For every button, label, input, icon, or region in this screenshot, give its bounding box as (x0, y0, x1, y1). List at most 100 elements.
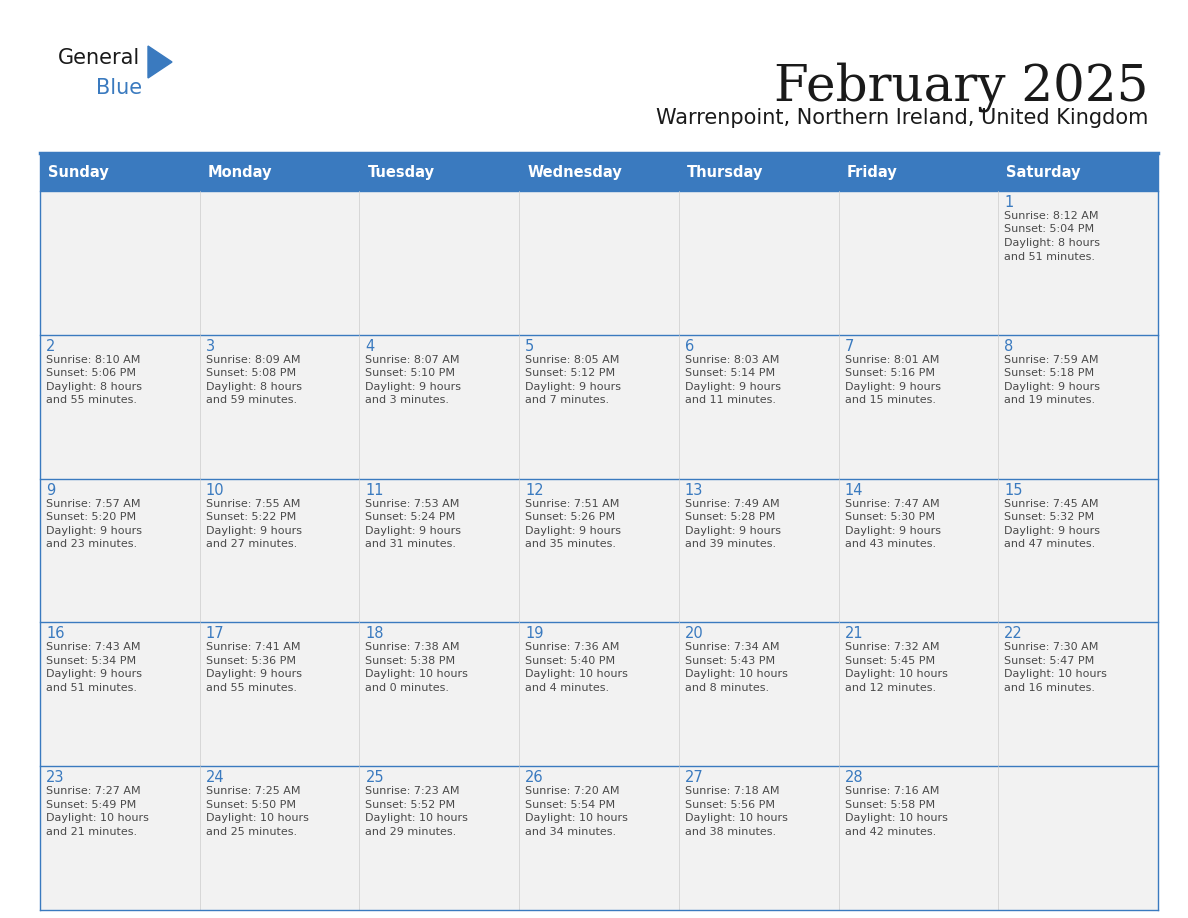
Text: and 8 minutes.: and 8 minutes. (684, 683, 769, 693)
Text: and 29 minutes.: and 29 minutes. (366, 827, 456, 836)
Text: Daylight: 8 hours: Daylight: 8 hours (1004, 238, 1100, 248)
Text: Daylight: 9 hours: Daylight: 9 hours (845, 382, 941, 392)
Text: Sunset: 5:49 PM: Sunset: 5:49 PM (46, 800, 137, 810)
Text: and 7 minutes.: and 7 minutes. (525, 396, 609, 406)
Text: and 0 minutes.: and 0 minutes. (366, 683, 449, 693)
Text: 27: 27 (684, 770, 703, 785)
Text: and 4 minutes.: and 4 minutes. (525, 683, 609, 693)
Text: Sunset: 5:50 PM: Sunset: 5:50 PM (206, 800, 296, 810)
Text: Sunrise: 8:07 AM: Sunrise: 8:07 AM (366, 354, 460, 364)
Text: and 11 minutes.: and 11 minutes. (684, 396, 776, 406)
Text: 3: 3 (206, 339, 215, 353)
Text: and 16 minutes.: and 16 minutes. (1004, 683, 1095, 693)
Text: Sunrise: 7:59 AM: Sunrise: 7:59 AM (1004, 354, 1099, 364)
Text: and 12 minutes.: and 12 minutes. (845, 683, 936, 693)
Bar (40, 478, 1158, 622)
Text: Sunset: 5:24 PM: Sunset: 5:24 PM (366, 512, 456, 522)
Bar (40, 191, 1158, 335)
Text: Sunrise: 7:53 AM: Sunrise: 7:53 AM (366, 498, 460, 509)
Text: Daylight: 9 hours: Daylight: 9 hours (46, 526, 143, 535)
Text: Sunset: 5:58 PM: Sunset: 5:58 PM (845, 800, 935, 810)
Text: Sunset: 5:43 PM: Sunset: 5:43 PM (684, 655, 775, 666)
Text: Sunrise: 7:18 AM: Sunrise: 7:18 AM (684, 786, 779, 796)
Text: Wednesday: Wednesday (527, 165, 621, 181)
Text: General: General (58, 48, 140, 68)
Bar (839, 155, 998, 191)
Text: Daylight: 9 hours: Daylight: 9 hours (206, 526, 302, 535)
Text: Sunset: 5:32 PM: Sunset: 5:32 PM (1004, 512, 1094, 522)
Text: Sunset: 5:20 PM: Sunset: 5:20 PM (46, 512, 137, 522)
Text: Daylight: 9 hours: Daylight: 9 hours (1004, 526, 1100, 535)
Text: Daylight: 9 hours: Daylight: 9 hours (525, 382, 621, 392)
Text: 22: 22 (1004, 626, 1023, 642)
Text: and 19 minutes.: and 19 minutes. (1004, 396, 1095, 406)
Text: 9: 9 (46, 483, 56, 498)
Text: Sunset: 5:18 PM: Sunset: 5:18 PM (1004, 368, 1094, 378)
Text: Sunrise: 7:23 AM: Sunrise: 7:23 AM (366, 786, 460, 796)
Text: and 31 minutes.: and 31 minutes. (366, 539, 456, 549)
Text: 17: 17 (206, 626, 225, 642)
Text: Daylight: 10 hours: Daylight: 10 hours (845, 669, 948, 679)
Text: Sunset: 5:38 PM: Sunset: 5:38 PM (366, 655, 455, 666)
Text: Sunrise: 7:34 AM: Sunrise: 7:34 AM (684, 643, 779, 653)
Text: and 55 minutes.: and 55 minutes. (206, 683, 297, 693)
Text: 25: 25 (366, 770, 384, 785)
Text: Friday: Friday (847, 165, 897, 181)
Bar (40, 622, 1158, 767)
Text: Sunrise: 7:43 AM: Sunrise: 7:43 AM (46, 643, 140, 653)
Text: Daylight: 9 hours: Daylight: 9 hours (684, 382, 781, 392)
Text: Sunset: 5:56 PM: Sunset: 5:56 PM (684, 800, 775, 810)
Text: 23: 23 (46, 770, 64, 785)
Bar (519, 155, 678, 191)
Text: Daylight: 10 hours: Daylight: 10 hours (845, 813, 948, 823)
Text: Daylight: 9 hours: Daylight: 9 hours (1004, 382, 1100, 392)
Text: Sunrise: 7:25 AM: Sunrise: 7:25 AM (206, 786, 301, 796)
Text: 24: 24 (206, 770, 225, 785)
Text: 4: 4 (366, 339, 374, 353)
Text: and 42 minutes.: and 42 minutes. (845, 827, 936, 836)
Bar (200, 155, 360, 191)
Text: Sunrise: 8:10 AM: Sunrise: 8:10 AM (46, 354, 140, 364)
Text: Daylight: 8 hours: Daylight: 8 hours (46, 382, 143, 392)
Text: Sunrise: 7:49 AM: Sunrise: 7:49 AM (684, 498, 779, 509)
Text: Sunset: 5:22 PM: Sunset: 5:22 PM (206, 512, 296, 522)
Bar (678, 155, 839, 191)
Text: Sunrise: 8:12 AM: Sunrise: 8:12 AM (1004, 211, 1099, 221)
Text: Sunrise: 7:51 AM: Sunrise: 7:51 AM (525, 498, 619, 509)
Text: Daylight: 8 hours: Daylight: 8 hours (206, 382, 302, 392)
Text: Sunrise: 7:57 AM: Sunrise: 7:57 AM (46, 498, 140, 509)
Text: Sunset: 5:16 PM: Sunset: 5:16 PM (845, 368, 935, 378)
Text: Sunset: 5:04 PM: Sunset: 5:04 PM (1004, 225, 1094, 234)
Bar (40, 767, 1158, 910)
Text: Sunrise: 7:32 AM: Sunrise: 7:32 AM (845, 643, 939, 653)
Text: and 34 minutes.: and 34 minutes. (525, 827, 617, 836)
Text: Sunset: 5:47 PM: Sunset: 5:47 PM (1004, 655, 1094, 666)
Text: Daylight: 9 hours: Daylight: 9 hours (845, 526, 941, 535)
Polygon shape (148, 46, 172, 78)
Text: Daylight: 10 hours: Daylight: 10 hours (366, 669, 468, 679)
Text: 10: 10 (206, 483, 225, 498)
Text: 26: 26 (525, 770, 544, 785)
Text: 18: 18 (366, 626, 384, 642)
Text: and 23 minutes.: and 23 minutes. (46, 539, 137, 549)
Text: Daylight: 9 hours: Daylight: 9 hours (46, 669, 143, 679)
Text: 5: 5 (525, 339, 535, 353)
Text: Warrenpoint, Northern Ireland, United Kingdom: Warrenpoint, Northern Ireland, United Ki… (656, 108, 1148, 128)
Text: and 47 minutes.: and 47 minutes. (1004, 539, 1095, 549)
Text: Daylight: 10 hours: Daylight: 10 hours (366, 813, 468, 823)
Text: Daylight: 9 hours: Daylight: 9 hours (525, 526, 621, 535)
Text: 12: 12 (525, 483, 544, 498)
Text: Sunrise: 7:27 AM: Sunrise: 7:27 AM (46, 786, 140, 796)
Text: Sunrise: 7:20 AM: Sunrise: 7:20 AM (525, 786, 620, 796)
Text: and 43 minutes.: and 43 minutes. (845, 539, 936, 549)
Text: Sunset: 5:28 PM: Sunset: 5:28 PM (684, 512, 775, 522)
Bar (360, 155, 519, 191)
Text: Sunset: 5:08 PM: Sunset: 5:08 PM (206, 368, 296, 378)
Text: Sunrise: 7:41 AM: Sunrise: 7:41 AM (206, 643, 301, 653)
Text: and 39 minutes.: and 39 minutes. (684, 539, 776, 549)
Text: and 21 minutes.: and 21 minutes. (46, 827, 137, 836)
Text: Thursday: Thursday (687, 165, 763, 181)
Text: and 25 minutes.: and 25 minutes. (206, 827, 297, 836)
Text: Daylight: 10 hours: Daylight: 10 hours (46, 813, 148, 823)
Text: Daylight: 9 hours: Daylight: 9 hours (366, 382, 461, 392)
